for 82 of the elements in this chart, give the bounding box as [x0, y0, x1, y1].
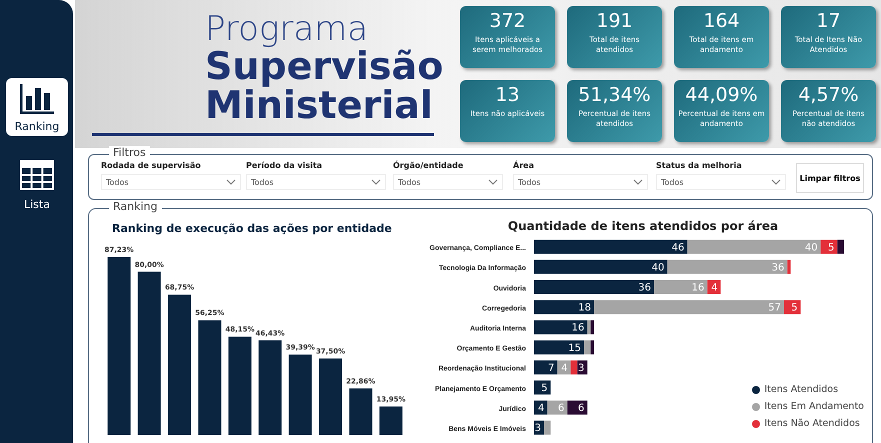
bar — [587, 320, 591, 334]
bar — [288, 354, 312, 435]
text: Todos — [251, 178, 274, 186]
text: Ranking — [14, 120, 60, 133]
bar — [544, 420, 551, 435]
bar — [687, 240, 821, 254]
chart-title: Ranking de execução das ações por entidade — [111, 222, 393, 235]
data-label: 6 — [578, 403, 584, 414]
text: Órgão/entidade — [393, 161, 464, 170]
text: Limpar filtros — [796, 163, 864, 193]
bar — [108, 257, 131, 435]
text: Todos — [661, 178, 684, 186]
data-label: 16 — [692, 282, 704, 294]
data-label: 7 — [548, 362, 554, 374]
bar — [590, 340, 594, 354]
data-label: 5 — [828, 242, 834, 254]
text: Área — [513, 161, 535, 170]
bar — [594, 300, 784, 314]
bar — [820, 240, 838, 254]
text: 191 — [595, 10, 634, 32]
bar — [667, 260, 788, 274]
data-label: 15 — [568, 342, 581, 354]
bar — [567, 400, 588, 415]
bar — [547, 400, 568, 415]
data-label: 6 — [558, 403, 564, 414]
bar — [534, 240, 688, 254]
text: Período da visita — [246, 161, 324, 170]
bar — [258, 340, 282, 435]
bar — [584, 340, 591, 354]
bar — [379, 406, 402, 435]
bar — [349, 388, 372, 435]
bar — [534, 360, 558, 374]
text: Rodada de supervisão — [101, 161, 202, 170]
text: Todos — [518, 178, 541, 186]
bar — [534, 320, 588, 334]
data-label: 36 — [772, 262, 784, 274]
bar — [534, 340, 584, 354]
text: 13 — [494, 84, 521, 106]
text: Programa Supervisão Ministerial — [205, 9, 444, 127]
text: Filtros — [109, 146, 150, 159]
text: 164 — [702, 10, 741, 32]
text: 17 — [815, 10, 842, 32]
bar — [228, 336, 252, 435]
text: 44,09% — [684, 84, 759, 106]
legend-label: Itens Atendidos — [763, 384, 840, 395]
bar — [787, 260, 791, 274]
chart-subtitle: Ranking — [109, 200, 162, 213]
data-label: 3 — [534, 423, 541, 434]
text: Todos — [106, 178, 129, 186]
data-label: 5 — [541, 383, 548, 394]
bar — [837, 240, 844, 254]
legend-label: Itens Não Atendidos — [763, 418, 861, 429]
bar — [198, 320, 222, 435]
data-label: 46 — [672, 242, 684, 254]
data-label: 57 — [768, 302, 781, 314]
text: 372 — [488, 10, 527, 32]
text: Todos — [398, 178, 421, 186]
text: 51,34% — [577, 84, 652, 106]
data-label: 18 — [578, 302, 591, 314]
data-label: 4 — [538, 403, 544, 414]
data-label: 5 — [791, 302, 798, 314]
data-label: 16 — [572, 322, 584, 334]
data-label: 40 — [652, 262, 664, 274]
data-label: 36 — [638, 282, 651, 294]
text: Status da melhoria — [656, 161, 743, 170]
bar — [534, 260, 668, 274]
legend-label: Itens Em Andamento — [763, 401, 864, 412]
text: Lista — [23, 198, 51, 211]
data-label: 40 — [804, 242, 818, 254]
bar — [654, 280, 708, 294]
bar — [319, 358, 342, 435]
bar — [534, 280, 654, 294]
chart-title: Quantidade de itens atendidos por área — [506, 219, 780, 233]
bar — [168, 294, 192, 435]
bar — [138, 272, 161, 435]
text: 4,57% — [797, 84, 860, 106]
data-label: 4 — [711, 282, 718, 294]
data-label: 4 — [561, 362, 568, 374]
bar — [570, 360, 578, 374]
data-label: 3 — [578, 362, 584, 374]
bar — [534, 300, 594, 314]
bar — [590, 320, 594, 334]
